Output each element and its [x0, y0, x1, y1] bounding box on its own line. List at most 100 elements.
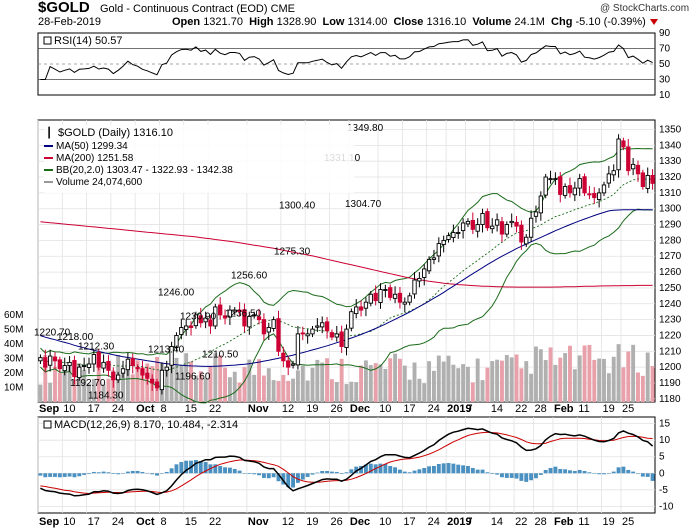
candle-body	[485, 211, 490, 229]
candle-body	[300, 332, 305, 335]
volume-bar	[121, 370, 125, 402]
candle-body	[125, 358, 131, 371]
volume-bar	[368, 365, 373, 402]
x-axis-label: 11	[578, 516, 589, 528]
volume-bar	[529, 373, 534, 402]
candle-body	[329, 332, 335, 338]
macd-histogram-bar	[77, 473, 82, 477]
macd-histogram-bar	[645, 473, 650, 477]
candle	[203, 311, 208, 329]
candle	[465, 218, 471, 228]
macd-histogram-bar	[140, 471, 145, 474]
macd-histogram-bar	[164, 471, 169, 474]
candle-body	[232, 309, 237, 313]
macd-histogram-bar	[436, 464, 441, 474]
candle-body	[611, 170, 616, 176]
volume-bar	[91, 378, 96, 402]
volume-bar	[310, 367, 315, 402]
rsi-tick-label: 10	[659, 90, 671, 101]
candle-body	[91, 354, 97, 365]
candle-body	[237, 309, 242, 313]
candle-body	[582, 176, 587, 194]
change-value: -5.10 (-0.39%)	[575, 16, 646, 28]
legend-entry: Volume 24,074,600	[56, 177, 143, 188]
macd-histogram-bar	[519, 473, 524, 481]
volume-bar	[218, 355, 223, 402]
volume-bar	[645, 352, 650, 402]
candle	[208, 315, 213, 334]
candle-body	[193, 314, 199, 327]
macd-histogram-bar	[582, 470, 587, 474]
x-axis-label: 19	[603, 516, 615, 528]
volume-bar	[587, 345, 592, 402]
macd-panel	[37, 416, 656, 514]
macd-histogram-bar	[130, 470, 135, 474]
candle	[378, 283, 383, 309]
volume-bar	[558, 357, 563, 402]
candle	[52, 352, 58, 369]
volume-bar	[597, 358, 602, 402]
rsi-line	[40, 39, 653, 80]
candle-body	[47, 355, 53, 366]
candle-body	[621, 140, 626, 148]
candle-body	[256, 316, 262, 321]
macd-histogram-bar	[257, 473, 261, 476]
volume-bar	[87, 383, 91, 402]
price-annotation: 1349.80	[347, 123, 384, 134]
volume-bar	[339, 358, 344, 402]
brand-label: @ StockCharts.com	[600, 3, 690, 14]
x-axis-label: Sep	[39, 403, 59, 415]
macd-histogram-bar	[538, 473, 543, 475]
candle	[431, 249, 437, 265]
candle-body	[456, 232, 461, 234]
candle-body	[169, 346, 174, 366]
price-tick-label: 1230	[659, 315, 682, 326]
candle	[460, 218, 466, 239]
macd-histogram-bar	[281, 473, 286, 485]
volume-bar	[577, 355, 582, 402]
candle-body	[475, 224, 480, 232]
price-annotation: 1300.40	[279, 201, 316, 212]
candle-body	[553, 178, 558, 181]
volume-bar	[378, 364, 383, 402]
macd-histogram-bar	[291, 473, 296, 488]
volume-bar	[257, 359, 261, 402]
candle	[334, 325, 339, 342]
volume-bar	[475, 358, 480, 402]
high-label: High	[249, 16, 274, 28]
candle-body	[82, 365, 87, 368]
volume-bar	[354, 382, 359, 402]
volume-bar	[62, 370, 67, 402]
candle	[412, 272, 417, 299]
candle-body	[295, 333, 301, 366]
price-annotation: 1304.70	[345, 199, 382, 210]
macd-histogram-bar	[363, 464, 368, 474]
volume-bar	[432, 370, 436, 402]
candle	[514, 216, 519, 233]
candle-body	[354, 306, 359, 315]
price-legend: ┃ $GOLD (Daily) 1316.10 MA(50) 1299.34MA(…	[44, 125, 354, 193]
candle-body	[519, 224, 524, 243]
macd-histogram-bar	[397, 469, 402, 474]
close-label: Close	[393, 16, 424, 28]
candle-body	[111, 371, 116, 381]
candle	[150, 374, 155, 391]
volume-bar	[125, 364, 130, 402]
candle-body	[120, 368, 126, 374]
macd-histogram-bar	[650, 473, 655, 481]
volume-bar	[602, 358, 606, 402]
price-annotation: 1192.70	[70, 378, 106, 389]
macd-histogram-bar	[388, 465, 393, 474]
candle-body	[57, 359, 63, 370]
candle	[383, 284, 388, 298]
volume-bar	[636, 372, 640, 402]
ticker-symbol: $GOLD	[38, 0, 90, 16]
volume-bar	[43, 355, 48, 402]
macd-histogram-bar	[597, 473, 602, 475]
candle-body	[630, 163, 636, 170]
candle	[499, 216, 505, 242]
candle	[145, 366, 150, 385]
candle	[218, 297, 223, 320]
candle	[626, 139, 631, 176]
candle-body	[514, 221, 519, 227]
